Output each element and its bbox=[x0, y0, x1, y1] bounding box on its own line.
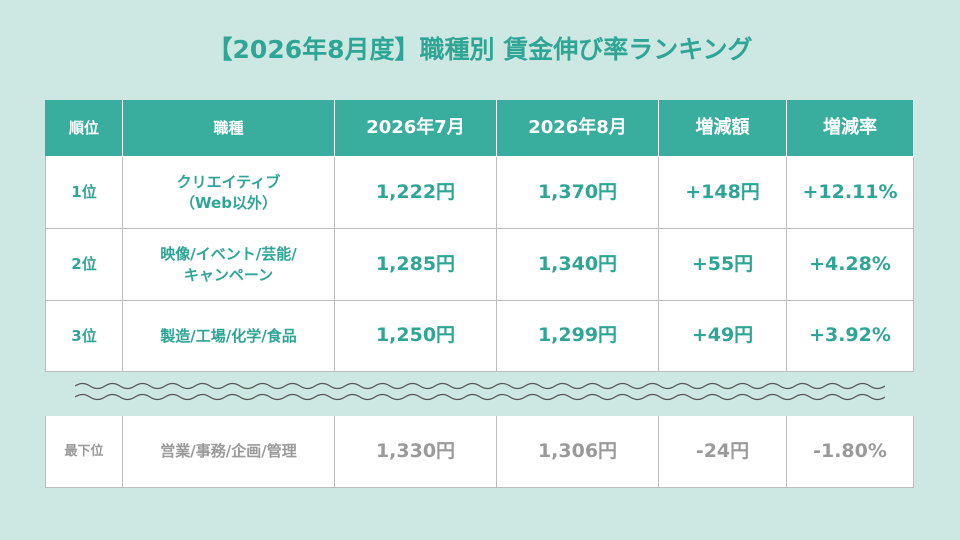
header-cell: 2026年7月 bbox=[335, 100, 497, 157]
header-cell: 職種 bbox=[123, 100, 335, 157]
table-cell: 2位 bbox=[45, 229, 123, 301]
ranking-table: 順位 職種 2026年7月 2026年8月 増減額 増減率 1位 クリエイティブ （Web以外… bbox=[45, 100, 914, 372]
header-cell: 増減率 bbox=[787, 100, 914, 157]
table-cell: +3.92% bbox=[787, 301, 914, 372]
table-cell: 映像/イベント/芸能/ キャンペーン bbox=[123, 229, 335, 301]
table-cell: 製造/工場/化学/食品 bbox=[123, 301, 335, 372]
table-cell: 1,250円 bbox=[335, 301, 497, 372]
header-cell: 2026年8月 bbox=[497, 100, 659, 157]
title: 【2026年8月度】職種別 賃金伸び率ランキング bbox=[207, 35, 753, 64]
table-cell: +12.11% bbox=[787, 157, 914, 229]
table-cell: 営業/事務/企画/管理 bbox=[123, 416, 335, 488]
table-cell: 最下位 bbox=[45, 416, 123, 488]
table-cell: -24円 bbox=[659, 416, 787, 488]
table-cell: 1,370円 bbox=[497, 157, 659, 229]
wave-separator bbox=[75, 382, 885, 401]
table-cell: -1.80% bbox=[787, 416, 914, 488]
table-cell: +4.28% bbox=[787, 229, 914, 301]
table-cell: +148円 bbox=[659, 157, 787, 229]
table-cell: 1位 bbox=[45, 157, 123, 229]
table-cell: 1,299円 bbox=[497, 301, 659, 372]
table-cell: 1,222円 bbox=[335, 157, 497, 229]
table-cell: 1,285円 bbox=[335, 229, 497, 301]
table-cell: 1,306円 bbox=[497, 416, 659, 488]
table-cell: 1,340円 bbox=[497, 229, 659, 301]
bottom-table: 最下位 営業/事務/企画/管理 1,330円 1,306円 -24円 -1.80% bbox=[45, 416, 914, 488]
table-cell: 3位 bbox=[45, 301, 123, 372]
header-cell: 順位 bbox=[45, 100, 123, 157]
table-cell: クリエイティブ （Web以外） bbox=[123, 157, 335, 229]
table-cell: +49円 bbox=[659, 301, 787, 372]
table-cell: +55円 bbox=[659, 229, 787, 301]
table-cell: 1,330円 bbox=[335, 416, 497, 488]
header-cell: 増減額 bbox=[659, 100, 787, 157]
